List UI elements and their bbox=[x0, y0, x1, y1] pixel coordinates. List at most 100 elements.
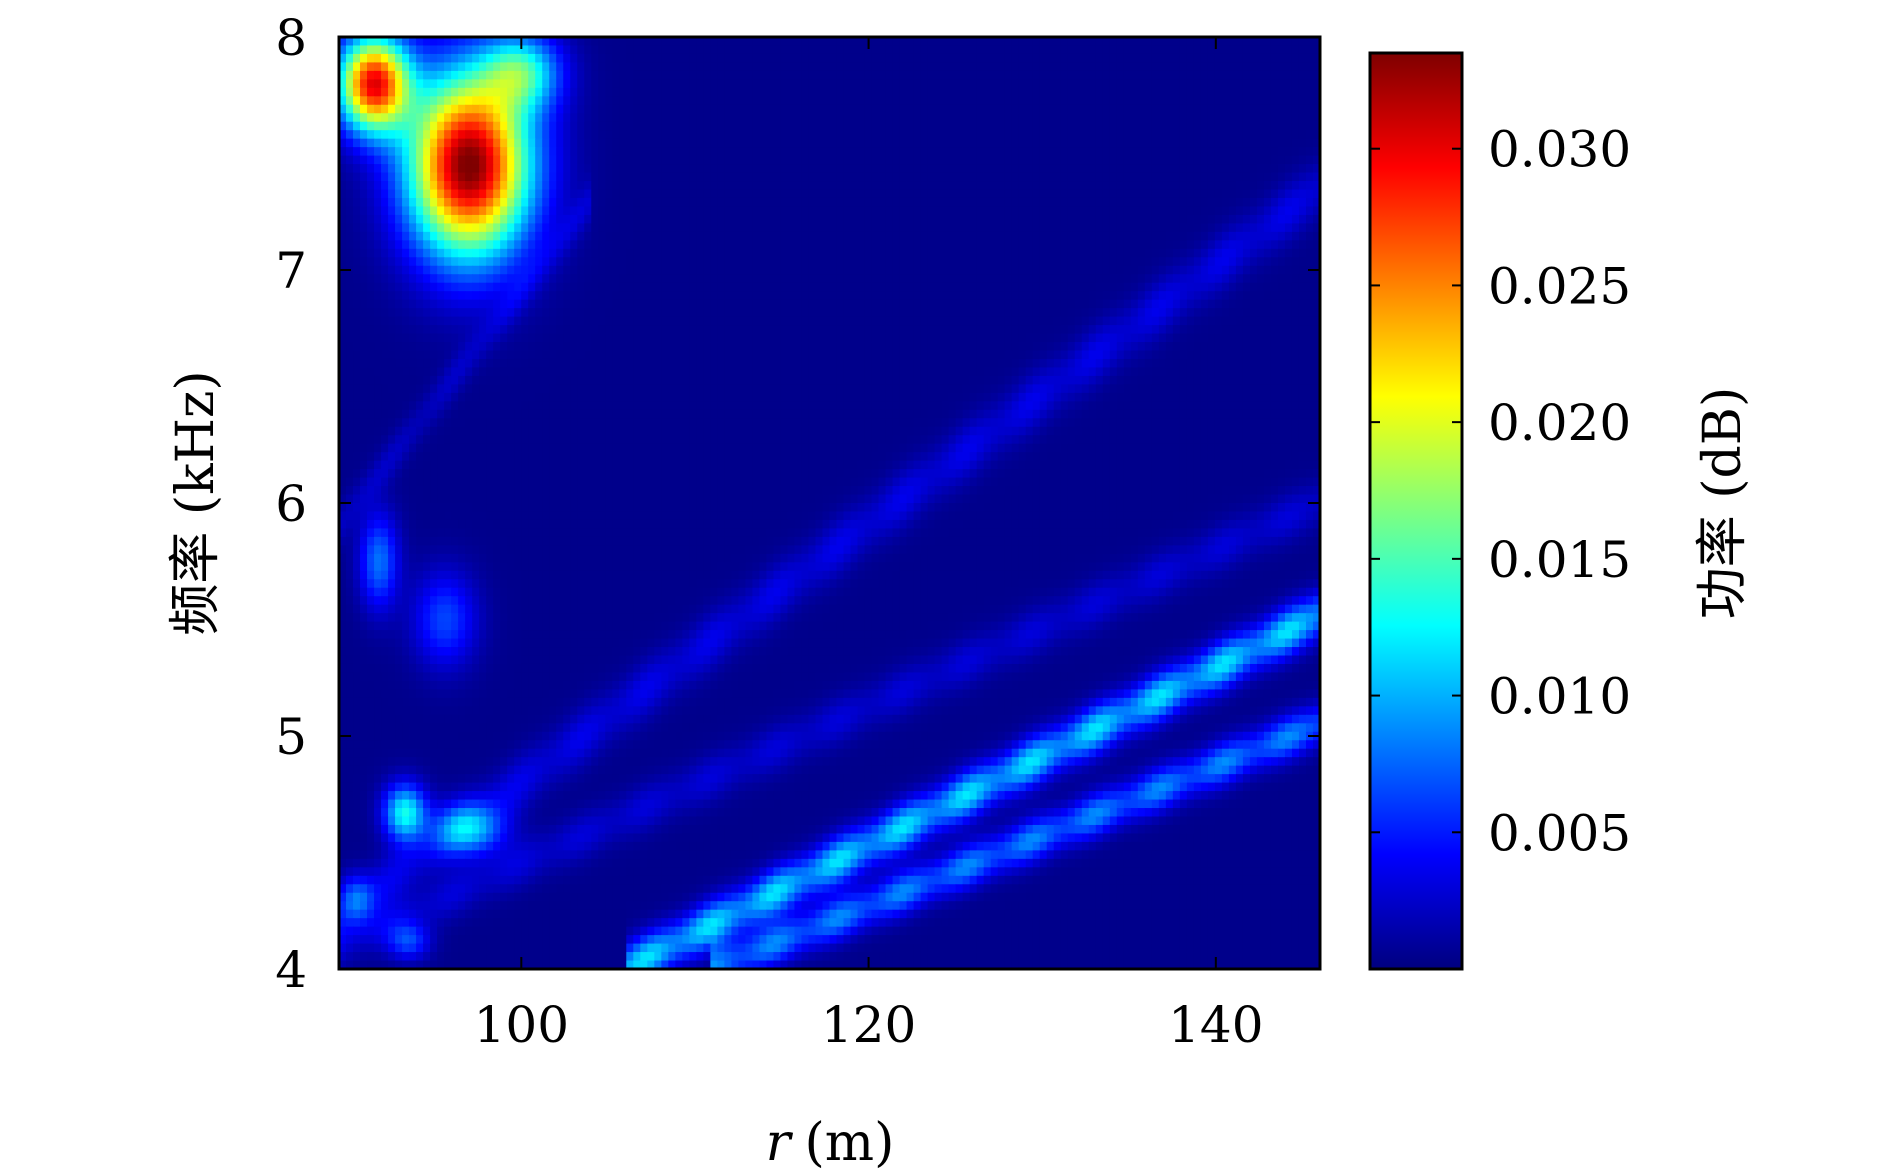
heatmap-cell bbox=[1004, 172, 1013, 182]
heatmap-cell bbox=[1158, 316, 1167, 326]
heatmap-cell bbox=[969, 104, 978, 114]
heatmap-cell bbox=[542, 70, 550, 80]
heatmap-cell bbox=[402, 37, 410, 47]
heatmap-cell bbox=[836, 45, 845, 55]
heatmap-cell bbox=[486, 325, 494, 335]
heatmap-cell bbox=[388, 299, 396, 309]
heatmap-cell bbox=[1067, 189, 1076, 199]
heatmap-cell bbox=[1144, 96, 1153, 106]
heatmap-cell bbox=[416, 96, 424, 106]
heatmap-cell bbox=[479, 53, 487, 64]
heatmap-cell bbox=[535, 248, 543, 258]
heatmap-cell bbox=[892, 45, 901, 55]
heatmap-cell bbox=[1172, 299, 1181, 309]
heatmap-cell bbox=[787, 164, 796, 174]
heatmap-cell bbox=[689, 291, 697, 301]
heatmap-cell bbox=[1242, 231, 1251, 241]
heatmap-cell bbox=[703, 308, 711, 318]
heatmap-cell bbox=[465, 189, 473, 199]
heatmap-cell bbox=[584, 172, 592, 182]
heatmap-cell bbox=[577, 155, 585, 165]
heatmap-cell bbox=[878, 62, 887, 72]
heatmap-cell bbox=[1137, 240, 1146, 250]
heatmap-cell bbox=[1095, 113, 1104, 123]
heatmap-cell bbox=[1074, 308, 1083, 318]
heatmap-cell bbox=[1207, 96, 1216, 106]
heatmap-cell bbox=[976, 257, 985, 267]
heatmap-cell bbox=[472, 53, 480, 64]
heatmap-cell bbox=[1130, 316, 1139, 326]
heatmap-cell bbox=[1116, 248, 1125, 258]
heatmap-cell bbox=[472, 113, 480, 123]
heatmap-cell bbox=[1088, 87, 1097, 97]
heatmap-cell bbox=[738, 265, 747, 275]
heatmap-cell bbox=[1228, 37, 1237, 47]
heatmap-cell bbox=[577, 325, 585, 335]
heatmap-cell bbox=[521, 121, 529, 131]
heatmap-cell bbox=[1053, 274, 1062, 284]
heatmap-cell bbox=[836, 62, 845, 72]
heatmap-cell bbox=[1102, 53, 1111, 64]
heatmap-cell bbox=[983, 240, 992, 250]
heatmap-cell bbox=[696, 223, 704, 233]
heatmap-cell bbox=[542, 121, 550, 131]
heatmap-cell bbox=[1249, 37, 1258, 47]
heatmap-cell bbox=[654, 189, 662, 199]
heatmap-cell bbox=[1256, 155, 1265, 165]
heatmap-cell bbox=[1095, 37, 1104, 47]
heatmap-cell bbox=[437, 53, 445, 64]
heatmap-cell bbox=[906, 37, 915, 47]
heatmap-cell bbox=[612, 299, 620, 309]
heatmap-cell bbox=[906, 197, 915, 208]
heatmap-cell bbox=[864, 214, 873, 224]
heatmap-cell bbox=[612, 274, 620, 284]
heatmap-cell bbox=[402, 181, 410, 191]
heatmap-cell bbox=[521, 197, 529, 208]
heatmap-cell bbox=[1207, 299, 1216, 309]
heatmap-cell bbox=[1242, 282, 1251, 292]
heatmap-cell bbox=[570, 130, 578, 140]
heatmap-cell bbox=[626, 113, 634, 123]
heatmap-cell bbox=[479, 325, 487, 335]
heatmap-cell bbox=[381, 257, 389, 267]
heatmap-cell bbox=[1312, 240, 1321, 250]
heatmap-cell bbox=[878, 172, 887, 182]
heatmap-cell bbox=[633, 248, 641, 258]
heatmap-cell bbox=[794, 70, 803, 80]
heatmap-cell bbox=[745, 223, 754, 233]
heatmap-cell bbox=[339, 248, 347, 258]
heatmap-cell bbox=[745, 282, 754, 292]
heatmap-cell bbox=[794, 172, 803, 182]
heatmap-cell bbox=[1235, 274, 1244, 284]
heatmap-cell bbox=[1116, 113, 1125, 123]
heatmap-cell bbox=[675, 274, 683, 284]
heatmap-cell bbox=[934, 130, 943, 140]
heatmap-cell bbox=[969, 155, 978, 165]
heatmap-cell bbox=[948, 291, 957, 301]
heatmap-cell bbox=[1277, 70, 1286, 80]
heatmap-cell bbox=[444, 325, 452, 335]
heatmap-cell bbox=[794, 214, 803, 224]
heatmap-cell bbox=[1081, 96, 1090, 106]
heatmap-cell bbox=[955, 172, 964, 182]
heatmap-cell bbox=[416, 197, 424, 208]
heatmap-cell bbox=[1137, 223, 1146, 233]
heatmap-cell bbox=[374, 96, 382, 106]
heatmap-cell bbox=[829, 231, 838, 241]
heatmap-cell bbox=[479, 282, 487, 292]
heatmap-cell bbox=[661, 130, 669, 140]
heatmap-cell bbox=[374, 282, 382, 292]
heatmap-cell bbox=[486, 181, 494, 191]
heatmap-cell bbox=[1039, 121, 1048, 131]
heatmap-cell bbox=[1186, 291, 1195, 301]
heatmap-cell bbox=[822, 325, 831, 335]
heatmap-cell bbox=[696, 87, 704, 97]
heatmap-cell bbox=[976, 130, 985, 140]
heatmap-cell bbox=[1277, 138, 1286, 148]
heatmap-cell bbox=[1277, 240, 1286, 250]
heatmap-cell bbox=[752, 147, 761, 157]
heatmap-cell bbox=[1109, 138, 1118, 148]
heatmap-cell bbox=[948, 231, 957, 241]
heatmap-cell bbox=[1004, 96, 1013, 106]
heatmap-cell bbox=[822, 104, 831, 114]
